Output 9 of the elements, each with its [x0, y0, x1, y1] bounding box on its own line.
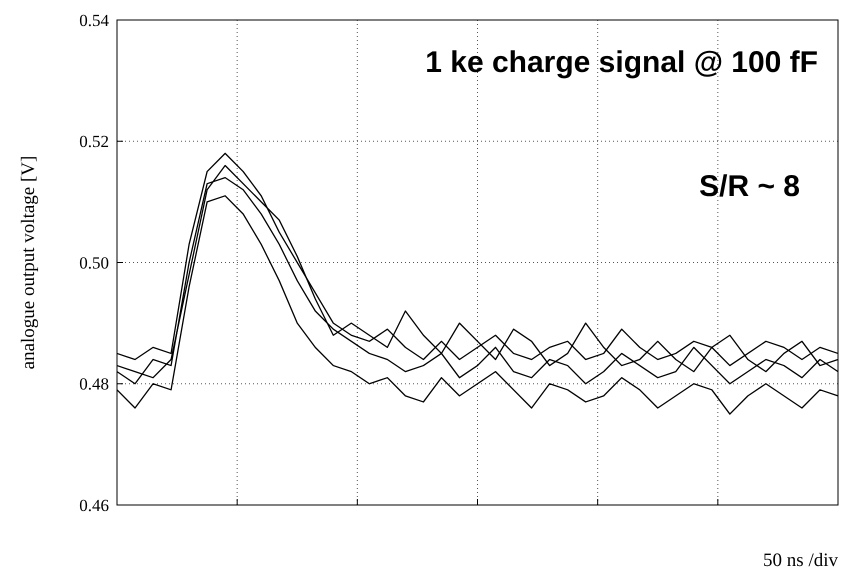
y-tick-label: 0.48: [79, 374, 109, 394]
annotation: 1 ke charge signal @ 100 fF: [425, 46, 818, 79]
y-tick-label: 0.54: [79, 10, 110, 30]
y-tick-label: 0.46: [79, 496, 109, 515]
x-axis-title: 50 ns /div: [763, 550, 838, 571]
annotation: S/R ~ 8: [699, 170, 800, 203]
y-tick-label: 0.50: [79, 253, 109, 272]
y-tick-label: 0.52: [79, 132, 109, 152]
y-axis-title: analogue output voltage [V]: [18, 156, 39, 370]
